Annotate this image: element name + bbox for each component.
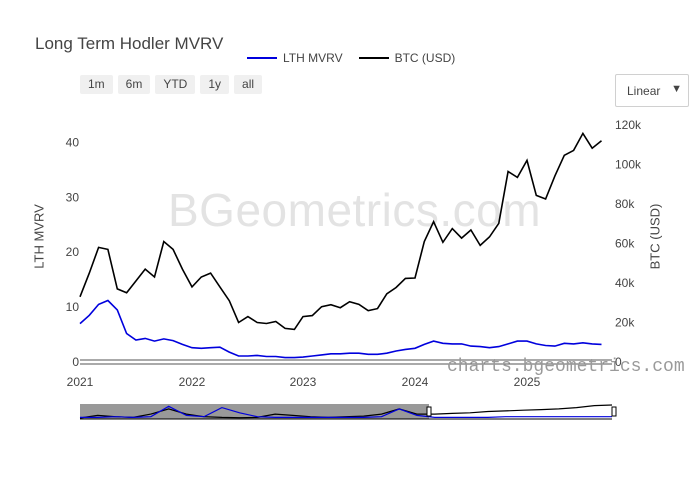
scale-dropdown[interactable]: Linear ▼ <box>615 74 689 107</box>
left-tick-label: 0 <box>72 355 79 369</box>
legend-item-btc-usd[interactable]: BTC (USD) <box>358 51 456 65</box>
series-line-btc-usd <box>79 131 603 331</box>
right-axis-ticks: 0 20k 40k 60k 80k 100k 120k <box>615 118 642 369</box>
range-button-all[interactable]: all <box>234 75 263 94</box>
x-tick-label: 2024 <box>402 375 429 389</box>
left-tick-label: 10 <box>66 300 80 314</box>
left-axis-label: LTH MVRV <box>31 204 47 269</box>
range-button-1m[interactable]: 1m <box>80 75 113 94</box>
navigator-series-mvrv <box>80 405 612 419</box>
range-button-6m[interactable]: 6m <box>117 75 151 94</box>
left-tick-label: 40 <box>66 135 80 149</box>
chevron-down-icon: ▼ <box>671 83 682 95</box>
legend: LTH MVRV BTC (USD) <box>247 51 471 65</box>
x-axis-ticks: 2021 2022 2023 2024 2025 <box>67 375 541 389</box>
x-tick-label: 2021 <box>67 375 94 389</box>
right-tick-label: 120k <box>615 118 642 132</box>
navigator <box>79 404 617 420</box>
range-selector: 1m 6m YTD 1y all <box>80 75 263 94</box>
right-tick-label: 100k <box>615 157 642 171</box>
right-tick-label: 40k <box>615 276 635 290</box>
legend-label-lth-mvrv: LTH MVRV <box>283 51 343 65</box>
range-button-ytd[interactable]: YTD <box>155 75 196 94</box>
right-tick-label: 80k <box>615 197 635 211</box>
right-axis-label: BTC (USD) <box>647 203 663 270</box>
left-tick-label: 30 <box>66 190 80 204</box>
right-tick-label: 0 <box>615 355 622 369</box>
range-button-1y[interactable]: 1y <box>200 75 230 94</box>
gridlines <box>80 359 612 365</box>
x-tick-label: 2022 <box>179 375 206 389</box>
navigator-series-btc <box>79 404 613 419</box>
left-tick-label: 20 <box>66 245 80 259</box>
legend-swatch-lth-mvrv <box>247 57 277 59</box>
navigator-handle-left[interactable] <box>426 406 432 417</box>
right-tick-label: 60k <box>615 236 635 250</box>
navigator-handle-right[interactable] <box>611 406 617 417</box>
x-tick-label: 2023 <box>290 375 317 389</box>
legend-swatch-btc-usd <box>358 57 389 59</box>
scale-dropdown-value: Linear <box>627 83 661 98</box>
source-watermark: charts.bgeometrics.com <box>447 357 685 377</box>
legend-item-lth-mvrv[interactable]: LTH MVRV <box>247 51 343 65</box>
chart-title: Long Term Hodler MVRV <box>35 34 224 53</box>
watermark: BGeometrics.com <box>168 184 542 236</box>
left-axis-ticks: 0 10 20 30 40 <box>66 135 80 369</box>
series-line-lth-mvrv <box>79 299 602 359</box>
right-tick-label: 20k <box>615 315 635 329</box>
legend-label-btc-usd: BTC (USD) <box>394 51 456 65</box>
x-tick-label: 2025 <box>514 375 541 389</box>
